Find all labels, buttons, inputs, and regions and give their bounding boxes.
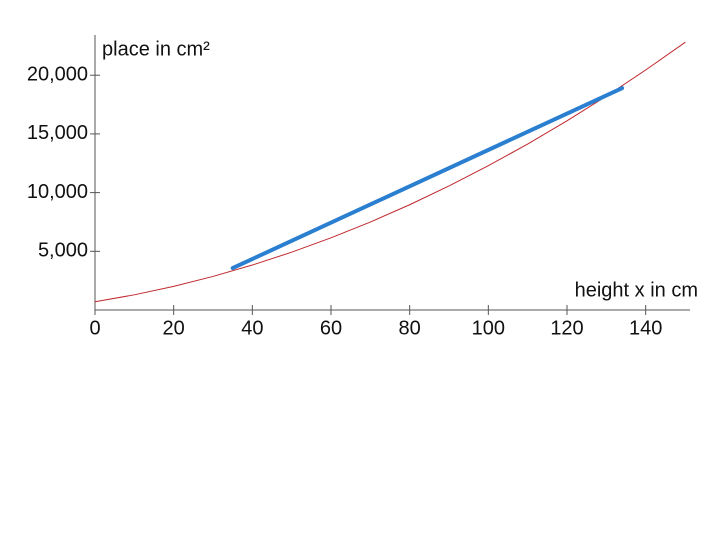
y-tick-label: 10,000 xyxy=(27,181,88,203)
x-tick-label: 140 xyxy=(629,317,662,339)
line-series xyxy=(230,86,625,271)
x-axis-label: height x in cm xyxy=(575,279,698,301)
x-tick-label: 80 xyxy=(399,317,421,339)
x-tick-label: 120 xyxy=(550,317,583,339)
x-tick-label: 60 xyxy=(320,317,342,339)
x-tick-label: 100 xyxy=(472,317,505,339)
y-axis-label: place in cm² xyxy=(102,38,210,60)
x-tick-label: 40 xyxy=(241,317,263,339)
y-tick-label: 20,000 xyxy=(27,63,88,85)
y-tick-label: 5,000 xyxy=(38,240,88,262)
x-tick-label: 20 xyxy=(163,317,185,339)
x-tick-label: 0 xyxy=(89,317,100,339)
line-series xyxy=(94,41,686,303)
y-tick-label: 15,000 xyxy=(27,122,88,144)
